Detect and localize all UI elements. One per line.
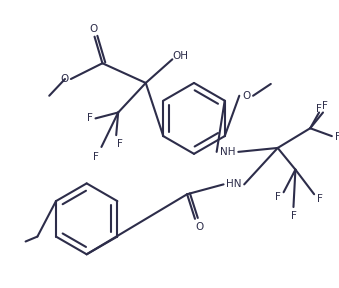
Text: F: F: [291, 211, 296, 221]
Text: O: O: [60, 74, 68, 84]
Text: F: F: [117, 139, 123, 149]
Text: F: F: [317, 194, 323, 204]
Text: F: F: [275, 192, 281, 202]
Text: OH: OH: [172, 51, 188, 61]
Text: HN: HN: [226, 179, 241, 190]
Text: F: F: [322, 101, 328, 111]
Text: F: F: [335, 132, 339, 142]
Text: F: F: [87, 113, 93, 123]
Text: O: O: [196, 222, 204, 232]
Text: F: F: [93, 152, 98, 162]
Text: F: F: [316, 104, 322, 113]
Text: O: O: [89, 24, 98, 34]
Text: NH: NH: [220, 147, 235, 157]
Text: O: O: [242, 91, 250, 101]
